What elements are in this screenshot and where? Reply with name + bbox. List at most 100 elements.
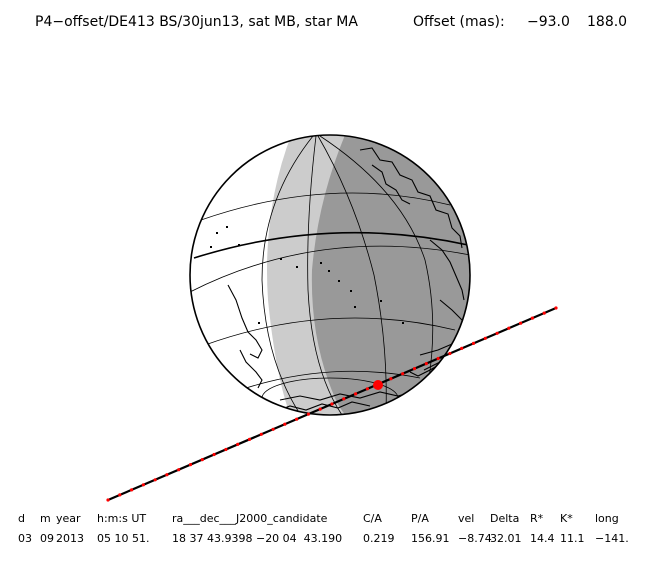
island-dot — [280, 258, 282, 260]
track-time-marker — [236, 442, 240, 446]
track-time-marker — [247, 437, 252, 441]
asia-coastline — [359, 147, 463, 249]
track-time-marker — [106, 498, 110, 502]
track-time-marker — [118, 493, 122, 497]
island-dot — [380, 300, 382, 302]
col-header-time: h:m:s UT — [97, 512, 147, 525]
value-rstar: 14.4 — [530, 532, 555, 545]
island-dot — [354, 306, 356, 308]
track-time-marker — [306, 412, 310, 416]
table-header-row: d m year h:m:s UT ra___dec___J2000_candi… — [0, 512, 648, 532]
meridian-line — [319, 135, 434, 396]
island-dot — [238, 244, 240, 246]
track-time-marker — [200, 458, 204, 462]
col-header-coordinates: ra___dec___J2000_candidate — [172, 512, 328, 525]
pacific-islands — [210, 226, 404, 324]
meridian-line — [307, 135, 343, 415]
track-time-marker — [318, 407, 322, 411]
island-dot — [402, 322, 404, 324]
track-time-marker — [212, 452, 216, 457]
value-time: 05 10 51. — [97, 532, 150, 545]
track-time-marker — [130, 488, 134, 492]
value-delta: 32.01 — [490, 532, 522, 545]
value-month: 09 — [40, 532, 54, 545]
value-day: 03 — [18, 532, 32, 545]
track-time-marker — [448, 351, 452, 356]
track-time-marker — [153, 478, 157, 482]
col-header-day: d — [18, 512, 25, 525]
track-time-marker — [224, 447, 228, 452]
track-time-marker — [389, 377, 393, 381]
closest-approach-marker — [373, 380, 383, 390]
island-dot — [320, 262, 322, 264]
track-time-marker — [507, 326, 511, 330]
value-long: −141. — [595, 532, 629, 545]
meridian-line — [261, 135, 314, 415]
value-ca: 0.219 — [363, 532, 395, 545]
track-time-marker — [330, 402, 334, 406]
occultation-title: P4−offset/DE413 BS/30jun13, sat MB, star… — [35, 14, 358, 30]
event-table: d m year h:m:s UT ra___dec___J2000_candi… — [0, 512, 648, 552]
value-kstar: 11.1 — [560, 532, 585, 545]
track-time-marker — [519, 321, 523, 325]
col-header-long: long — [595, 512, 619, 525]
antarctica-coastline — [273, 401, 371, 413]
island-dot — [258, 322, 260, 324]
col-header-rstar: R* — [530, 512, 544, 525]
track-time-marker — [401, 372, 405, 376]
plot-header: P4−offset/DE413 BS/30jun13, sat MB, star… — [0, 14, 648, 34]
island-dot — [226, 226, 228, 228]
offset-ra-value: −93.0 — [527, 14, 570, 30]
col-header-ca: C/A — [363, 512, 382, 525]
track-time-marker — [271, 427, 275, 431]
track-time-marker — [354, 392, 358, 396]
parallel-line — [204, 317, 456, 346]
col-header-year: year — [56, 512, 81, 525]
track-time-marker — [554, 306, 558, 310]
track-time-marker — [177, 468, 181, 472]
offset-label: Offset (mas): — [413, 14, 505, 30]
parallel-line — [190, 245, 470, 293]
track-time-marker — [259, 432, 263, 436]
island-dot — [328, 270, 330, 272]
island-dot — [210, 246, 212, 248]
value-coordinates: 18 37 43.9398 −20 04 43.190 — [172, 532, 343, 545]
shadow-track — [106, 306, 558, 502]
south-america-coastline — [239, 349, 263, 389]
value-pa: 156.91 — [411, 532, 450, 545]
value-year: 2013 — [56, 532, 84, 545]
island-dot — [296, 266, 298, 268]
night-zone — [311, 135, 470, 415]
track-time-marker — [483, 336, 487, 340]
island-dot — [350, 290, 352, 292]
parallel-line — [200, 192, 451, 221]
col-header-kstar: K* — [560, 512, 573, 525]
track-time-marker — [542, 311, 546, 315]
table-value-row: 03 09 2013 05 10 51. 18 37 43.9398 −20 0… — [0, 532, 648, 552]
globe-limb — [189, 134, 471, 416]
track-time-marker — [424, 362, 428, 366]
track-time-marker — [342, 397, 346, 401]
value-vel: −8.74 — [458, 532, 492, 545]
track-time-marker — [295, 417, 299, 421]
track-time-marker — [365, 387, 369, 391]
island-dot — [338, 280, 340, 282]
track-time-marker — [412, 367, 417, 371]
track-time-marker — [165, 473, 169, 477]
track-time-marker — [495, 331, 499, 335]
col-header-month: m — [40, 512, 51, 525]
equator-line — [193, 231, 469, 259]
col-header-delta: Delta — [490, 512, 520, 525]
meridian-line — [317, 135, 387, 413]
col-header-pa: P/A — [411, 512, 429, 525]
track-time-marker — [283, 422, 287, 426]
track-time-marker — [141, 483, 145, 487]
col-header-vel: vel — [458, 512, 475, 525]
australia-coastline — [429, 239, 465, 301]
track-time-marker — [471, 341, 476, 345]
offset-dec-value: 188.0 — [587, 14, 628, 30]
track-time-marker — [188, 463, 193, 467]
track-time-marker — [436, 356, 440, 361]
track-time-marker — [530, 316, 535, 320]
